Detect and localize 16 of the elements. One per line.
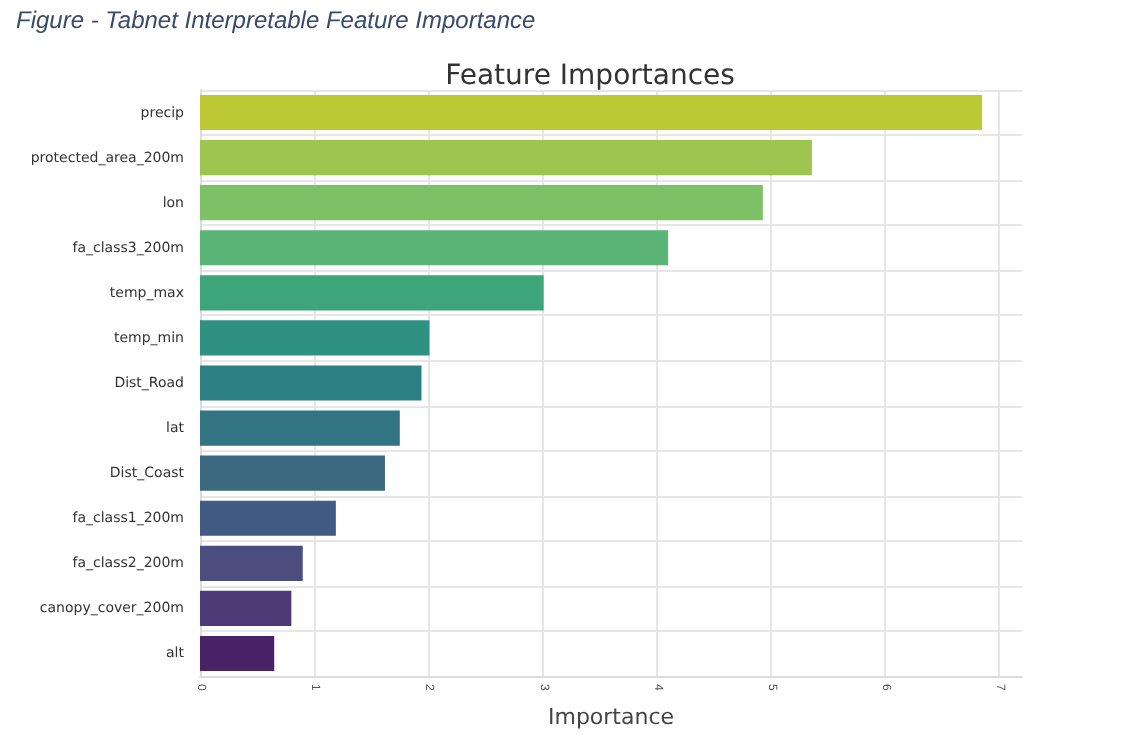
text: Figure - Tabnet Interpretable Feature Importance — [16, 6, 536, 34]
bar — [200, 320, 430, 356]
bar — [200, 410, 400, 446]
bar — [200, 94, 983, 131]
chart-title: Feature Importances — [445, 60, 735, 92]
bar — [200, 500, 336, 536]
x-axis-title: Importance — [547, 704, 675, 731]
bar — [200, 590, 292, 626]
bar — [200, 230, 669, 266]
bar — [200, 635, 275, 672]
bar — [200, 140, 812, 176]
bar — [200, 545, 303, 581]
bar — [200, 275, 544, 311]
bar — [200, 455, 385, 491]
bar — [200, 185, 763, 221]
bar — [200, 365, 422, 401]
